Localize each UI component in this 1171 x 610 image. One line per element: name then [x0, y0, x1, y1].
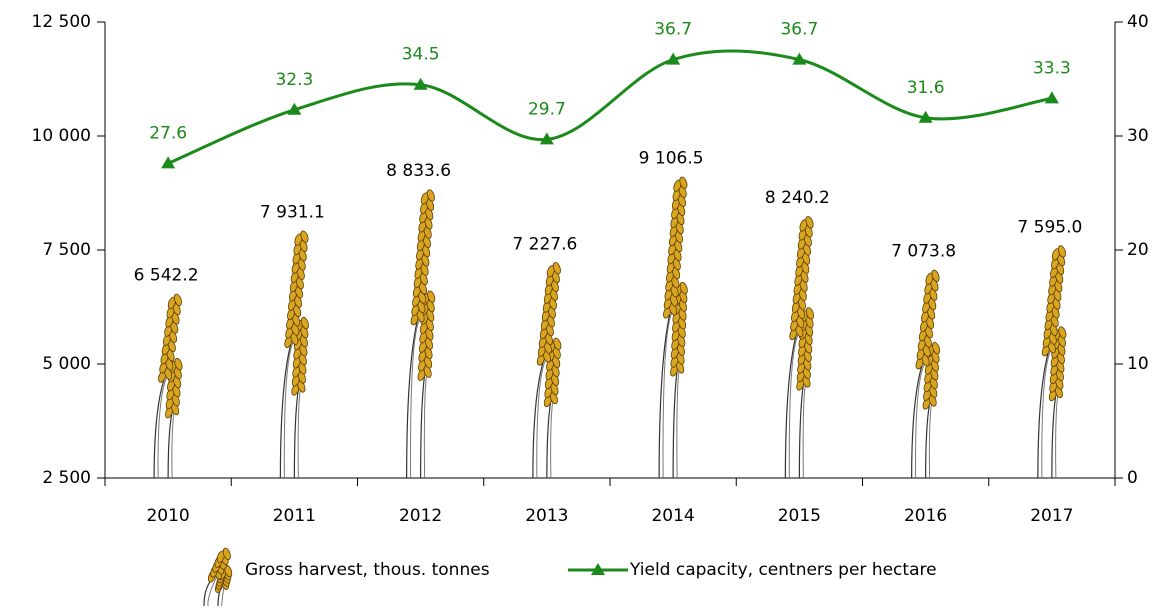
bar — [154, 293, 183, 478]
wheat-stem — [533, 359, 544, 478]
wheat-stem — [407, 319, 418, 478]
bar — [912, 269, 941, 478]
wheat-stem — [280, 342, 291, 478]
data-label: 36.7 — [654, 20, 692, 40]
data-label: 8 240.2 — [765, 188, 830, 208]
bar — [785, 216, 815, 478]
data-label: 9 106.5 — [639, 149, 704, 169]
data-label: 6 542.2 — [134, 266, 199, 286]
wheat-stem — [677, 370, 679, 478]
data-label: 7 595.0 — [1017, 218, 1082, 238]
data-label: 32.3 — [275, 70, 313, 90]
bar — [407, 189, 437, 478]
wheat-stem — [803, 384, 805, 478]
wheat-stem — [551, 401, 553, 478]
wheat-stem — [1056, 395, 1058, 478]
wheat-stem — [785, 334, 796, 478]
marker — [1045, 91, 1059, 103]
y2-tick-label: 0 — [1127, 468, 1138, 488]
x-tick-label: 2010 — [146, 506, 189, 526]
wheat-stem — [929, 403, 931, 478]
y-tick-label: 7 500 — [42, 240, 91, 260]
x-tick-label: 2012 — [399, 506, 442, 526]
wheat-stem — [537, 359, 546, 478]
y2-tick-label: 40 — [1127, 12, 1149, 32]
bar — [533, 262, 562, 478]
y-tick-label: 10 000 — [32, 126, 91, 146]
data-label: 7 073.8 — [891, 241, 956, 261]
data-label: 7 227.6 — [512, 234, 577, 254]
bar — [1038, 245, 1068, 478]
data-label: 36.7 — [780, 20, 818, 40]
x-tick-label: 2016 — [904, 506, 947, 526]
wheat-stem — [222, 587, 224, 606]
y-tick-label: 12 500 — [32, 12, 91, 32]
x-tick-label: 2013 — [525, 506, 568, 526]
legend-label: Gross harvest, thous. tonnes — [245, 560, 490, 580]
data-label: 33.3 — [1033, 58, 1071, 78]
data-label: 7 931.1 — [260, 202, 325, 222]
y-tick-label: 2 500 — [42, 468, 91, 488]
wheat-stem — [158, 377, 167, 478]
x-tick-label: 2017 — [1030, 506, 1073, 526]
data-label: 29.7 — [528, 99, 566, 119]
wheat-stem — [663, 312, 672, 478]
wheat-stem — [411, 319, 420, 478]
data-label: 31.6 — [907, 78, 945, 98]
data-label: 27.6 — [149, 123, 187, 143]
wheat-stem — [912, 363, 923, 478]
x-tick-label: 2011 — [273, 506, 316, 526]
wheat-stem — [284, 342, 293, 478]
x-tick-label: 2014 — [651, 506, 694, 526]
wheat-stem — [1042, 350, 1051, 478]
y2-tick-label: 30 — [1127, 126, 1149, 146]
wheat-stem — [424, 375, 426, 478]
y2-tick-label: 10 — [1127, 354, 1149, 374]
data-label: 8 833.6 — [386, 161, 451, 181]
wheat-stem — [659, 312, 670, 478]
bar — [280, 230, 310, 478]
legend: Gross harvest, thous. tonnes Yield capaci… — [204, 547, 937, 606]
wheat-stem — [172, 412, 174, 478]
wheat-stem — [154, 377, 165, 478]
bar — [659, 176, 689, 478]
y-tick-label: 5 000 — [42, 354, 91, 374]
chart: 2 500 5 000 7 500 10 000 12 500 0 10 20 30 40 2010… — [0, 0, 1171, 610]
wheat-stem — [1038, 350, 1049, 478]
legend-label: Yield capacity, centners per hectare — [629, 560, 937, 580]
legend-icon — [204, 547, 233, 606]
x-tick-label: 2015 — [778, 506, 821, 526]
line — [168, 51, 1052, 163]
data-label: 34.5 — [402, 45, 440, 65]
wheat-stem — [916, 363, 925, 478]
wheat-stem — [298, 389, 300, 478]
wheat-stem — [789, 334, 798, 478]
y2-tick-label: 20 — [1127, 240, 1149, 260]
